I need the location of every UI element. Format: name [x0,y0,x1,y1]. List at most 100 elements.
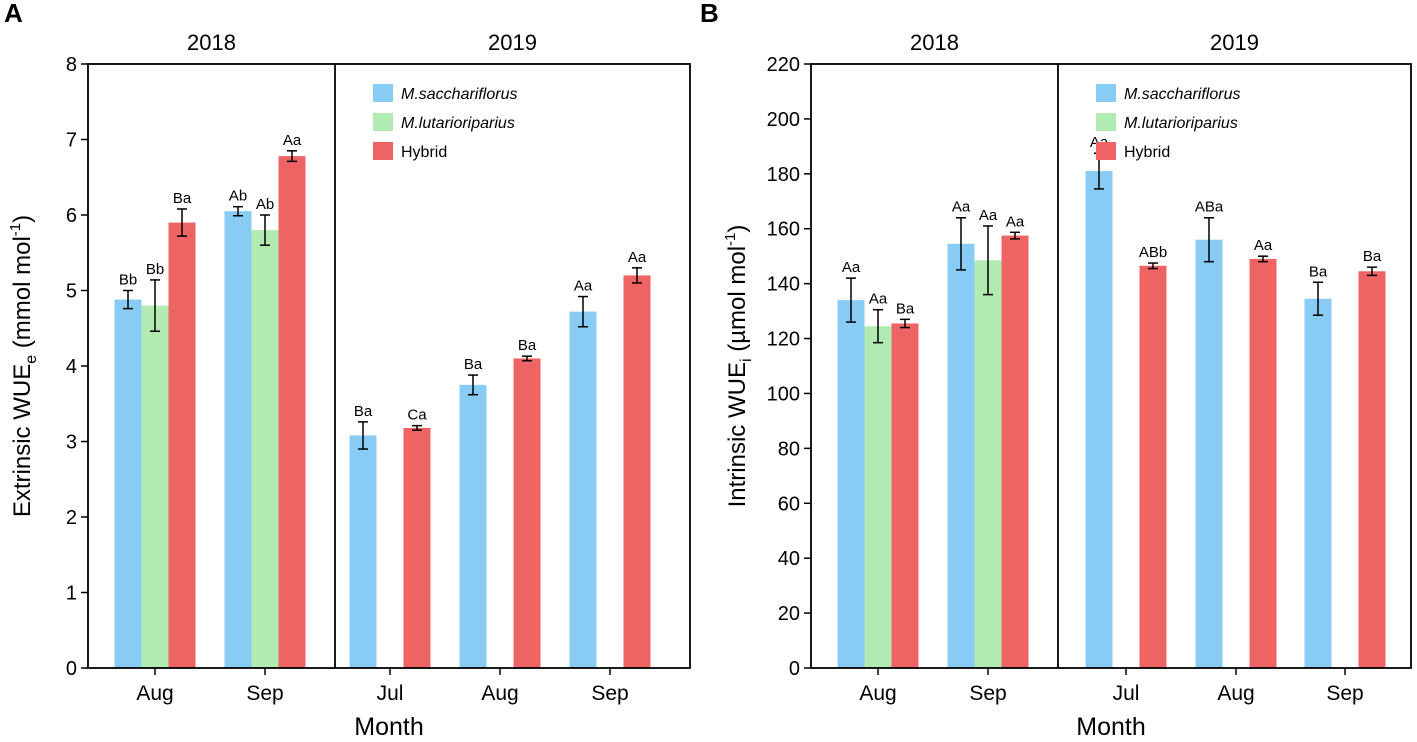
x-tick-label: Aug [136,682,173,705]
bar [837,300,865,668]
y-tick-label: 220 [767,54,800,76]
legend-swatch [373,113,393,131]
bar [349,435,377,668]
y-tick-label: 4 [66,356,77,378]
data-label: Ca [407,407,427,424]
data-label: Aa [979,207,998,224]
legend-label: Hybrid [401,144,447,161]
bar [1249,258,1277,668]
x-tick-label: Jul [377,682,404,705]
y-tick-label: 0 [789,658,800,680]
legend: M.sacchariflorus M.lutarioriparius Hybrid [373,84,517,161]
bar [278,156,306,669]
bar [168,222,196,669]
plot-frame [810,63,1412,669]
y-tick-label: 5 [66,281,77,303]
y-tick-label: 2 [66,507,77,529]
y-tick-label: 180 [767,164,800,186]
chart-panel-B: B 0 20 40 60 80 100 120 140 160 180 200 220 Aa Aa Ba Aug… [700,0,1412,741]
y-tick-label: 0 [66,658,77,680]
bar [224,211,252,668]
legend-label: M.sacchariflorus [1124,86,1240,103]
data-label: Aa [574,278,593,295]
year-label: 2019 [488,30,537,55]
legend-swatch [1096,113,1116,131]
x-tick-label: Sep [1326,682,1363,705]
y-axis-label-main: Extrinsic WUE [9,364,36,517]
bar [1139,265,1167,668]
legend-swatch [1096,142,1116,160]
y-tick-label: 7 [66,130,77,152]
legend-label: M.sacchariflorus [401,86,517,103]
bar [403,427,431,668]
bar [1085,171,1113,668]
x-axis-label: Month [354,713,423,741]
y-axis-label: Extrinsic WUEe (mmol mol-1) [7,215,40,517]
bar [1195,239,1223,668]
y-axis-label-close: ) [724,225,751,233]
x-tick-label: Sep [246,682,283,705]
data-label: Aa [952,199,971,216]
data-label: Aa [1006,213,1025,230]
bar [947,243,975,668]
legend-swatch [373,84,393,102]
data-label: Aa [869,291,888,308]
y-axis-label-sup: -1 [7,223,24,236]
year-label: 2018 [910,30,959,55]
bar [141,305,169,668]
data-label: Bb [119,272,137,289]
y-axis-label-unit: (µmol mol [724,246,751,359]
bar [623,275,651,668]
data-label: Ba [354,403,373,420]
data-label: Ba [1309,263,1328,280]
bar [1358,271,1386,668]
data-label: ABa [1195,199,1224,216]
y-tick-label: 8 [66,54,77,76]
legend-label: M.lutarioriparius [401,115,515,132]
panel-label: B [700,0,719,28]
x-tick-label: Aug [1217,682,1254,705]
legend-label: M.lutarioriparius [1124,115,1238,132]
legend-label: Hybrid [1124,144,1170,161]
bar [569,311,597,668]
x-tick-label: Jul [1113,682,1140,705]
y-axis-label-sub: e [23,355,40,364]
data-label: Aa [628,249,647,266]
y-tick-label: 1 [66,583,77,605]
y-tick-label: 140 [767,274,800,296]
plot-frame [87,63,691,669]
y-axis-label-sub: i [738,358,755,362]
y-tick-label: 100 [767,383,800,405]
legend: M.sacchariflorus M.lutarioriparius Hybrid [1096,84,1240,161]
y-axis-label-main: Intrinsic WUE [724,362,751,507]
data-label: Aa [1254,237,1273,254]
data-label: ABb [1139,244,1167,261]
y-tick-label: 60 [778,493,800,515]
y-axis-label-sup: -1 [722,233,739,246]
data-label: Ba [173,190,192,207]
panel-label: A [4,0,23,28]
data-label: Ab [229,188,247,205]
data-label: Ba [1363,248,1382,265]
y-tick-label: 20 [778,603,800,625]
data-label: Aa [842,259,861,276]
chart-panel-A: A 0 1 2 3 4 5 6 7 8 Bb Bb Ba Aug Ab Ab Aa Sep Ba Ca Jul Ba Ba A… [4,0,691,741]
bar [864,326,892,668]
data-label: Bb [146,261,164,278]
bar [251,230,279,668]
y-tick-label: 40 [778,548,800,570]
year-label: 2018 [187,30,236,55]
bar [1001,235,1029,668]
bar [974,260,1002,668]
data-label: Ba [896,300,915,317]
bar [513,358,541,668]
y-axis-label: Intrinsic WUEi (µmol mol-1) [722,225,755,508]
y-tick-label: 160 [767,219,800,241]
y-tick-label: 120 [767,329,800,351]
data-label: Ba [464,356,483,373]
y-tick-label: 6 [66,205,77,227]
y-tick-label: 200 [767,109,800,131]
x-tick-label: Aug [481,682,518,705]
bar [891,323,919,668]
